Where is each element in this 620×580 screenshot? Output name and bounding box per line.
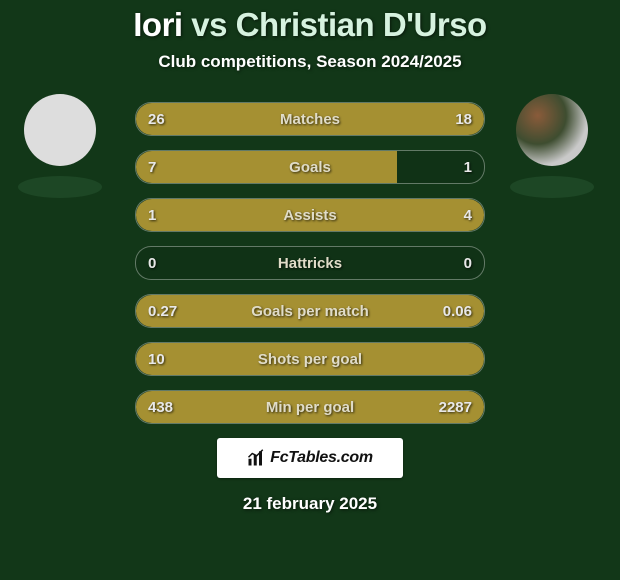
stat-row: 1Assists4 (135, 198, 485, 232)
stat-row-text: 10Shots per goal (136, 343, 484, 375)
stat-value-left: 438 (136, 399, 218, 416)
stat-row-text: 0Hattricks0 (136, 247, 484, 279)
stat-value-right: 0 (402, 255, 484, 272)
player-left-name: Iori (133, 6, 182, 43)
stat-value-left: 0 (136, 255, 218, 272)
stat-value-left: 10 (136, 351, 218, 368)
stat-row: 0Hattricks0 (135, 246, 485, 280)
stat-label: Hattricks (218, 255, 402, 272)
avatar-left-shadow (18, 176, 102, 198)
avatar-right (502, 94, 602, 166)
avatar-left-image (24, 94, 96, 166)
stat-label: Min per goal (218, 399, 402, 416)
chart-icon (247, 449, 265, 467)
stat-value-right: 2287 (402, 399, 484, 416)
stat-row-text: 1Assists4 (136, 199, 484, 231)
stat-value-right: 0.06 (402, 303, 484, 320)
player-right-name: Christian D'Urso (236, 6, 487, 43)
stat-label: Goals per match (218, 303, 402, 320)
stat-label: Shots per goal (218, 351, 402, 368)
stat-value-right: 18 (402, 111, 484, 128)
stat-value-right: 1 (402, 159, 484, 176)
stat-row: 26Matches18 (135, 102, 485, 136)
stat-value-left: 7 (136, 159, 218, 176)
stat-row: 7Goals1 (135, 150, 485, 184)
stat-label: Matches (218, 111, 402, 128)
stat-row-text: 26Matches18 (136, 103, 484, 135)
subtitle: Club competitions, Season 2024/2025 (0, 44, 620, 72)
stat-row: 10Shots per goal (135, 342, 485, 376)
stat-row: 438Min per goal2287 (135, 390, 485, 424)
stat-value-left: 1 (136, 207, 218, 224)
vs-separator: vs (183, 6, 236, 43)
brand-text: FcTables.com (270, 449, 373, 467)
stat-value-left: 0.27 (136, 303, 218, 320)
stat-label: Goals (218, 159, 402, 176)
footer-date: 21 february 2025 (0, 494, 620, 514)
stat-row: 0.27Goals per match0.06 (135, 294, 485, 328)
stat-label: Assists (218, 207, 402, 224)
stat-row-text: 7Goals1 (136, 151, 484, 183)
comparison-bars: 26Matches187Goals11Assists40Hattricks00.… (135, 102, 485, 424)
avatar-right-shadow (510, 176, 594, 198)
page-title: Iori vs Christian D'Urso (0, 0, 620, 44)
avatar-left (10, 94, 110, 166)
stat-row-text: 0.27Goals per match0.06 (136, 295, 484, 327)
stat-value-left: 26 (136, 111, 218, 128)
stat-value-right: 4 (402, 207, 484, 224)
chart-area: 26Matches187Goals11Assists40Hattricks00.… (0, 102, 620, 424)
stat-row-text: 438Min per goal2287 (136, 391, 484, 423)
brand-badge: FcTables.com (217, 438, 403, 478)
avatar-right-image (516, 94, 588, 166)
